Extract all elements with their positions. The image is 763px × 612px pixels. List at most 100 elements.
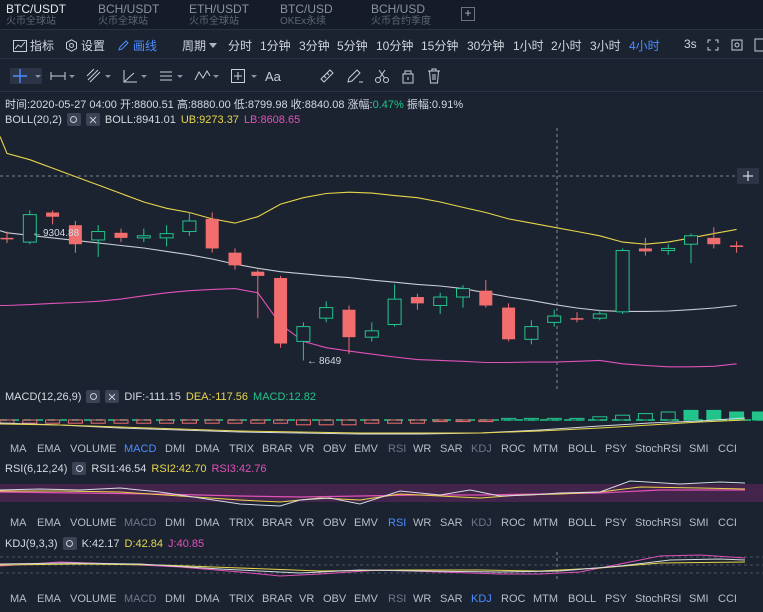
interval-10m[interactable]: 10分钟 — [376, 39, 414, 53]
interval-fenshi[interactable]: 分时 — [228, 39, 253, 53]
indicator-tab-obv[interactable]: OBV — [323, 443, 347, 455]
interval-1m[interactable]: 1分钟 — [260, 39, 291, 53]
boll-settings-button[interactable] — [66, 113, 81, 126]
indicator-tab-cci[interactable]: CCI — [718, 593, 737, 605]
indicator-tab-dmi[interactable]: DMI — [165, 443, 186, 455]
tab-btc-usdt[interactable]: BTC/USDT 火币全球站 — [6, 3, 70, 33]
indicator-tab-ema[interactable]: EMA — [37, 443, 61, 455]
interval-2h[interactable]: 2小时 — [551, 39, 582, 53]
indicator-tab-dma[interactable]: DMA — [195, 517, 220, 529]
indicator-tab-psy[interactable]: PSY — [605, 443, 628, 455]
indicator-tab-dmi[interactable]: DMI — [165, 517, 186, 529]
indicator-tab-vr[interactable]: VR — [299, 443, 315, 455]
indicator-tab-roc[interactable]: ROC — [501, 593, 526, 605]
indicator-tab-wr[interactable]: WR — [413, 517, 432, 529]
indicators-button[interactable]: 指标 — [13, 37, 54, 54]
macd-chart[interactable] — [0, 405, 763, 435]
indicator-tab-rsi[interactable]: RSI — [388, 517, 407, 529]
indicator-tab-stochrsi[interactable]: StochRSI — [635, 517, 682, 529]
indicator-tab-psy[interactable]: PSY — [605, 517, 628, 529]
indicator-tab-ma[interactable]: MA — [10, 517, 27, 529]
interval-3h[interactable]: 3小时 — [590, 39, 621, 53]
indicator-tab-mtm[interactable]: MTM — [533, 593, 559, 605]
kdj-settings-button[interactable] — [62, 537, 77, 550]
delete-tool[interactable] — [427, 68, 441, 84]
screenshot-button[interactable] — [731, 39, 743, 51]
indicator-tab-wr[interactable]: WR — [413, 443, 432, 455]
interval-30m[interactable]: 30分钟 — [467, 39, 505, 53]
macd-close-button[interactable] — [105, 390, 120, 403]
interval-3m[interactable]: 3分钟 — [299, 39, 330, 53]
candlestick-chart[interactable]: ← 9304.88 ← 8649 — [0, 128, 763, 390]
indicator-tab-cci[interactable]: CCI — [718, 517, 737, 529]
indicator-tab-ma[interactable]: MA — [10, 593, 27, 605]
indicator-tab-boll[interactable]: BOLL — [568, 443, 597, 455]
indicator-tab-volume[interactable]: VOLUME — [70, 443, 117, 455]
indicator-tab-dma[interactable]: DMA — [195, 593, 220, 605]
angle-tool[interactable] — [122, 68, 148, 84]
indicator-tab-emv[interactable]: EMV — [354, 517, 378, 529]
indicator-tab-emv[interactable]: EMV — [354, 443, 378, 455]
indicator-tab-macd[interactable]: MACD — [124, 593, 157, 605]
indicator-tab-macd[interactable]: MACD — [124, 443, 157, 455]
indicator-tab-wr[interactable]: WR — [413, 593, 432, 605]
parallel-tool[interactable] — [158, 68, 184, 84]
kdj-chart[interactable] — [0, 552, 763, 582]
interval-4h[interactable]: 4小时 — [629, 39, 660, 53]
text-tool[interactable]: Aa — [265, 68, 281, 84]
indicator-tab-obv[interactable]: OBV — [323, 517, 347, 529]
indicator-tab-mtm[interactable]: MTM — [533, 517, 559, 529]
indicator-tab-cci[interactable]: CCI — [718, 443, 737, 455]
interval-15m[interactable]: 15分钟 — [421, 39, 459, 53]
pen-tool[interactable] — [346, 68, 364, 84]
tab-bch-usdt[interactable]: BCH/USDT 火币全球站 — [98, 3, 159, 29]
indicator-tab-kdj[interactable]: KDJ — [471, 443, 492, 455]
crosshair-tool[interactable] — [10, 68, 42, 84]
add-tab-button[interactable]: + — [461, 7, 475, 21]
indicator-tab-volume[interactable]: VOLUME — [70, 517, 117, 529]
lock-tool[interactable] — [401, 68, 415, 84]
indicator-tab-volume[interactable]: VOLUME — [70, 593, 117, 605]
indicator-tab-trix[interactable]: TRIX — [229, 443, 255, 455]
add-order-button[interactable] — [737, 168, 759, 184]
indicator-tab-kdj[interactable]: KDJ — [471, 593, 492, 605]
indicator-tab-psy[interactable]: PSY — [605, 593, 628, 605]
macd-settings-button[interactable] — [86, 390, 101, 403]
tab-eth-usdt[interactable]: ETH/USDT 火币全球站 — [189, 3, 249, 29]
fullscreen-button[interactable] — [707, 39, 719, 51]
indicator-tab-obv[interactable]: OBV — [323, 593, 347, 605]
indicator-tab-vr[interactable]: VR — [299, 517, 315, 529]
indicator-tab-boll[interactable]: BOLL — [568, 593, 597, 605]
interval-1h[interactable]: 1小时 — [513, 39, 544, 53]
indicator-tab-roc[interactable]: ROC — [501, 517, 526, 529]
indicator-tab-dmi[interactable]: DMI — [165, 593, 186, 605]
wave-tool[interactable] — [194, 68, 220, 84]
indicator-tab-macd[interactable]: MACD — [124, 517, 157, 529]
tab-bch-usd[interactable]: BCH/USD 火币合约季度 — [371, 3, 431, 29]
boll-close-button[interactable] — [85, 113, 100, 126]
rsi-settings-button[interactable] — [72, 462, 87, 475]
indicator-tab-dma[interactable]: DMA — [195, 443, 220, 455]
tab-btc-usd[interactable]: BTC/USD OKEx永续 — [280, 3, 333, 29]
indicator-tab-roc[interactable]: ROC — [501, 443, 526, 455]
ruler-tool[interactable] — [319, 68, 335, 84]
indicator-tab-rsi[interactable]: RSI — [388, 593, 407, 605]
indicator-tab-brar[interactable]: BRAR — [262, 443, 293, 455]
indicator-tab-sar[interactable]: SAR — [440, 517, 463, 529]
more-button[interactable] — [754, 38, 763, 52]
indicator-tab-sar[interactable]: SAR — [440, 443, 463, 455]
indicator-tab-rsi[interactable]: RSI — [388, 443, 407, 455]
indicator-tab-vr[interactable]: VR — [299, 593, 315, 605]
period-dropdown[interactable]: 周期 — [182, 37, 218, 54]
fibonacci-tool[interactable] — [86, 68, 112, 84]
scissors-tool[interactable] — [374, 68, 390, 84]
indicator-tab-smi[interactable]: SMI — [689, 443, 709, 455]
indicator-tab-smi[interactable]: SMI — [689, 593, 709, 605]
indicator-tab-kdj[interactable]: KDJ — [471, 517, 492, 529]
indicator-tab-stochrsi[interactable]: StochRSI — [635, 593, 682, 605]
settings-button[interactable]: 设置 — [65, 37, 105, 54]
indicator-tab-ema[interactable]: EMA — [37, 593, 61, 605]
indicator-tab-ma[interactable]: MA — [10, 443, 27, 455]
refresh-interval[interactable]: 3s — [684, 37, 697, 51]
indicator-tab-trix[interactable]: TRIX — [229, 517, 255, 529]
